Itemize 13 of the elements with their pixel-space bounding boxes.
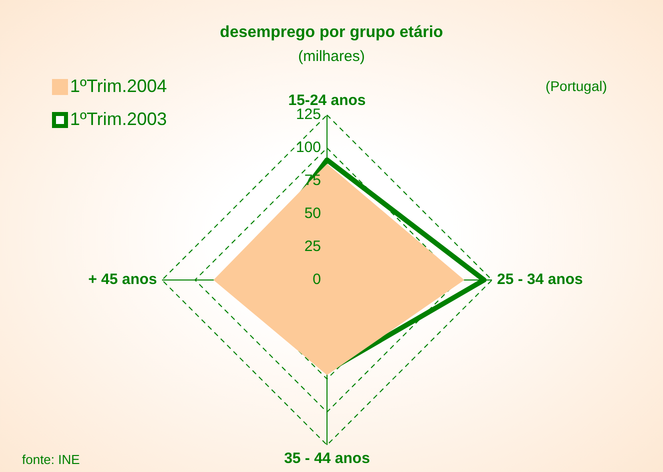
chart-subtitle: (milhares) xyxy=(297,48,366,65)
legend-label: 1ºTrim.2003 xyxy=(69,109,167,130)
legend-label: 1ºTrim.2004 xyxy=(69,76,167,97)
source-note: fonte: INE xyxy=(22,452,80,467)
chart-title: desemprego por grupo etário xyxy=(218,24,444,42)
y-tick-label: 0 xyxy=(312,271,321,288)
y-tick-label: 25 xyxy=(304,238,321,256)
spoke-label: 25 - 34 anos xyxy=(497,271,583,288)
text: (Portugal) xyxy=(546,78,607,94)
y-tick-label: 50 xyxy=(304,205,321,222)
spoke-label: 35 - 44 anos xyxy=(284,450,370,468)
y-tick-label: 100 xyxy=(296,139,321,156)
spoke-label: + 45 anos xyxy=(88,271,157,288)
